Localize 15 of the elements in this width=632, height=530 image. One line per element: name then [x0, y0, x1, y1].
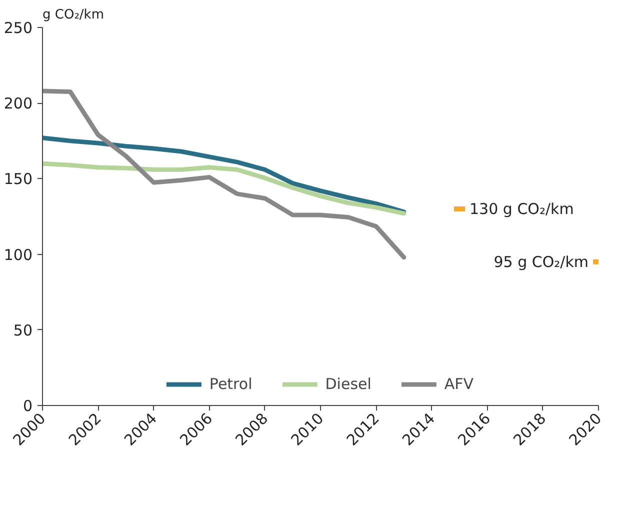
y-axis-title: g CO₂/km — [42, 8, 104, 22]
legend-label: AFV — [444, 375, 474, 393]
line-series — [42, 88, 406, 260]
y-tick-label: 50 — [13, 321, 33, 340]
legend-label: Diesel — [325, 375, 372, 393]
annotation: 95 g CO₂/km — [494, 252, 589, 271]
legend-label: Petrol — [209, 375, 252, 393]
annotation: 130 g CO₂/km — [470, 200, 574, 218]
y-tick-label: 0 — [22, 397, 33, 415]
line-series — [42, 136, 406, 214]
y-tick-label: 150 — [4, 170, 33, 188]
y-tick-label: 200 — [4, 94, 33, 113]
line-series — [42, 161, 406, 216]
y-tick-label: 250 — [4, 19, 33, 37]
y-tick-label: 100 — [4, 246, 33, 264]
